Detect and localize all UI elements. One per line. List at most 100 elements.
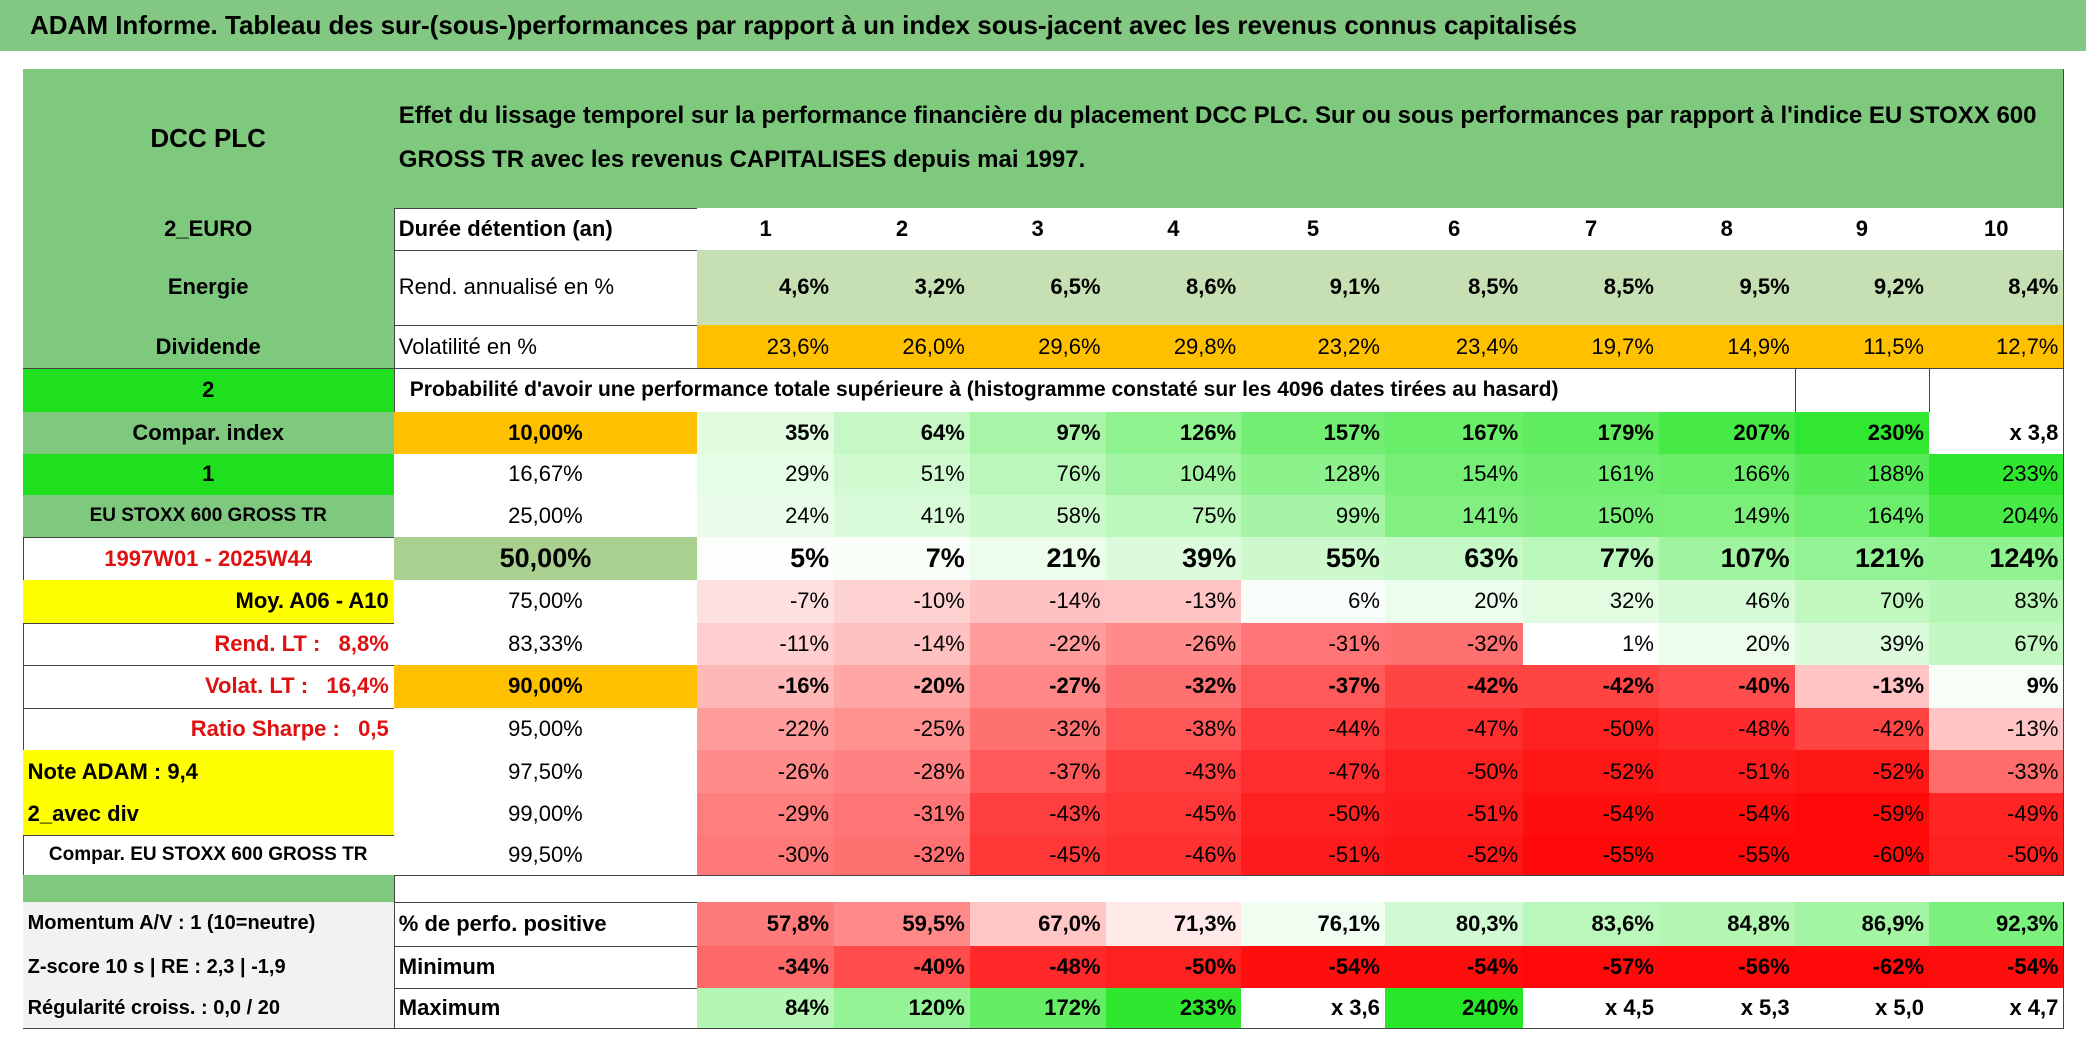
quantile-value: 230% [1794,412,1930,455]
quantile-value: -31% [834,792,971,837]
quantile-value: -27% [969,665,1107,709]
quantile-value: 51% [834,453,971,496]
quantile-value: -20% [834,665,971,709]
quantile-value: -51% [1384,792,1525,837]
quantile-level: 90,00% [393,665,699,709]
bottom-value: x 4,5 [1523,988,1660,1030]
quantile-value: 32% [1523,580,1660,624]
quantile-value: -11% [697,622,836,667]
quantile-value: -51% [1658,750,1796,794]
quantile-value: -29% [697,792,836,837]
quantile-value: 5% [697,537,836,582]
quantile-value: -16% [697,665,836,709]
quantile-value: 83% [1929,580,2065,624]
summary-value: 3 [969,207,1107,252]
quantile-value: -32% [1105,665,1243,709]
quantile-value: -42% [1794,707,1930,752]
quantile-value: -32% [1384,622,1525,667]
quantile-level: 75,00% [393,580,699,624]
bottom-value: -40% [834,945,971,990]
quantile-value: -14% [834,622,971,667]
quantile-value: -25% [834,707,971,752]
quantile-value: -50% [1523,707,1660,752]
bottom-value: 172% [969,988,1107,1030]
bottom-value: -48% [969,945,1107,990]
bottom-value: 84,8% [1658,901,1796,947]
quantile-value: -52% [1384,835,1525,877]
bottom-name: Z-score 10 s | RE : 2,3 | -1,9 [22,945,395,990]
bottom-value: 83,6% [1523,901,1660,947]
quantile-value: -37% [1241,665,1386,709]
quantile-value: 128% [1241,453,1386,496]
quantile-value: -45% [969,835,1107,877]
quantile-value: 24% [697,494,836,539]
quantile-value: -52% [1523,750,1660,794]
row-label: Durée détention (an) [393,207,699,252]
bottom-value: -54% [1241,945,1386,990]
bottom-value: 120% [834,988,971,1030]
summary-value: 26,0% [834,324,971,370]
quantile-value: -14% [969,580,1107,624]
quantile-value: 149% [1658,494,1796,539]
empty-cell [1794,368,1930,414]
left-label: 2_EURO [22,207,395,252]
quantile-value: 58% [969,494,1107,539]
left-label: 2_avec div [22,792,395,837]
summary-value: 6 [1384,207,1525,252]
spacer [22,875,395,903]
left-label: Note ADAM : 9,4 [22,750,395,794]
quantile-value: 107% [1658,537,1796,582]
quantile-value: -10% [834,580,971,624]
row-label: Maximum [393,988,699,1030]
quantile-value: -13% [1105,580,1243,624]
quantile-value: -59% [1794,792,1930,837]
left-label: Compar. EU STOXX 600 GROSS TR [22,835,395,877]
bottom-name: Momentum A/V : 1 (10=neutre) [22,901,395,947]
quantile-value: 39% [1105,537,1243,582]
left-label: Ratio Sharpe : 0,5 [22,707,395,752]
bottom-name: Régularité croiss. : 0,0 / 20 [22,988,395,1030]
quantile-value: 99% [1241,494,1386,539]
quantile-value: -28% [834,750,971,794]
summary-value: 2 [834,207,971,252]
summary-value: 7 [1523,207,1660,252]
left-label: Volat. LT : 16,4% [22,665,395,709]
quantile-level: 99,50% [393,835,699,877]
quantile-value: -42% [1523,665,1660,709]
quantile-value: -40% [1658,665,1796,709]
bottom-value: 67,0% [969,901,1107,947]
quantile-value: 179% [1523,412,1660,455]
summary-value: 23,2% [1241,324,1386,370]
quantile-value: -54% [1523,792,1660,837]
quantile-value: -32% [834,835,971,877]
summary-value: 10 [1929,207,2065,252]
quantile-value: 97% [969,412,1107,455]
quantile-value: 154% [1384,453,1525,496]
quantile-value: -49% [1929,792,2065,837]
summary-value: 11,5% [1794,324,1930,370]
quantile-value: -44% [1241,707,1386,752]
quantile-value: 157% [1241,412,1386,455]
quantile-value: -33% [1929,750,2065,794]
bottom-value: -34% [697,945,836,990]
quantile-value: -52% [1794,750,1930,794]
quantile-value: 121% [1794,537,1930,582]
quantile-value: -7% [697,580,836,624]
quantile-level: 83,33% [393,622,699,667]
summary-value: 12,7% [1929,324,2065,370]
quantile-value: 167% [1384,412,1525,455]
quantile-value: 77% [1523,537,1660,582]
row-label: Volatilité en % [393,324,699,370]
bottom-value: 80,3% [1384,901,1525,947]
quantile-value: -50% [1241,792,1386,837]
quantile-value: 35% [697,412,836,455]
fund-name: DCC PLC [22,69,395,209]
quantile-level: 97,50% [393,750,699,794]
quantile-level: 50,00% [393,537,699,582]
summary-value: 9,5% [1658,250,1796,326]
left-label: Moy. A06 - A10 [22,580,395,624]
quantile-value: 63% [1384,537,1525,582]
quantile-value: -43% [1105,750,1243,794]
quantile-value: 124% [1929,537,2065,582]
bottom-value: 71,3% [1105,901,1243,947]
